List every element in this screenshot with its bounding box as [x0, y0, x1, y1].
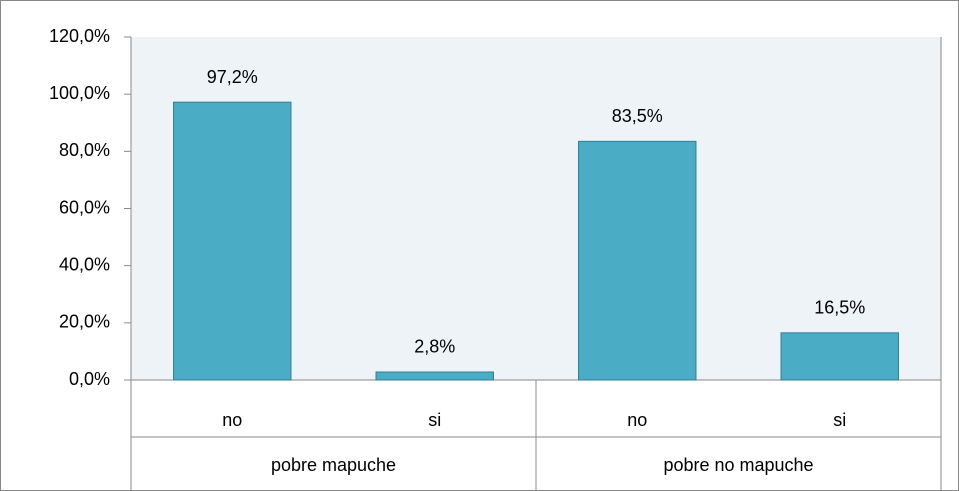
group-label: pobre no mapuche	[663, 455, 813, 475]
y-tick-label: 0,0%	[69, 369, 110, 389]
bar	[780, 332, 899, 381]
data-label: 16,5%	[814, 298, 865, 318]
data-label: 97,2%	[207, 67, 258, 87]
bar	[173, 101, 292, 381]
y-tick-label: 20,0%	[59, 312, 110, 332]
x-tick-label: si	[428, 410, 441, 430]
y-tick-label: 60,0%	[59, 197, 110, 217]
y-tick-label: 40,0%	[59, 254, 110, 274]
bar	[375, 371, 494, 381]
y-tick-label: 100,0%	[49, 83, 110, 103]
x-tick-label: no	[222, 410, 242, 430]
data-label: 2,8%	[414, 337, 455, 357]
group-label: pobre mapuche	[271, 455, 396, 475]
y-tick-label: 120,0%	[49, 26, 110, 46]
data-label: 83,5%	[612, 106, 663, 126]
y-tick-label: 80,0%	[59, 140, 110, 160]
x-tick-label: si	[833, 410, 846, 430]
bar	[578, 140, 697, 381]
x-tick-label: no	[627, 410, 647, 430]
